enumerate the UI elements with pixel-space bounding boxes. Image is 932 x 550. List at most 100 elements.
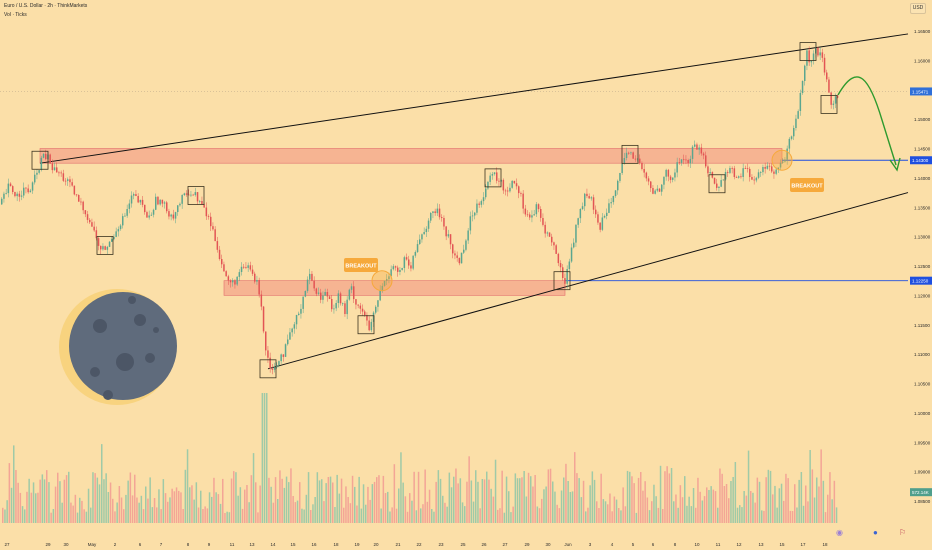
candle-body [579,209,582,219]
volume-bar [6,500,8,523]
candle-body [256,280,258,282]
candle-body [254,273,256,282]
candle-body [62,173,65,181]
volume-bar [796,507,798,523]
candle-body [515,183,518,187]
volume-bar [422,504,424,523]
candle-body [544,224,546,234]
volume-bar [184,469,187,523]
time-tick-label: 19 [354,542,360,547]
volume-bar [446,506,448,523]
candle-body [702,153,705,156]
breakout-circle [371,270,393,292]
candle-body [155,196,157,210]
candle-body [676,162,678,173]
candle-body [328,296,331,299]
time-tick-label: 18 [822,542,828,547]
volume-bar [640,472,642,523]
resistance-zone-lower [223,280,566,296]
volume-bar [186,449,189,523]
go-to-realtime-icon[interactable]: ● [873,528,878,537]
candle-body [251,269,254,274]
settings-icon[interactable]: ◉ [836,528,843,537]
time-tick-label: 6 [139,542,142,547]
candle-body [56,167,58,173]
candle-body [335,303,337,309]
candle-body [432,211,434,213]
candle-body [595,209,597,215]
volume-bar [466,481,468,523]
candle-body [518,186,520,194]
volume-bar [61,502,63,523]
volume-bar [622,487,624,523]
candle-body [104,246,106,250]
volume-bar [246,485,248,523]
volume-bar [675,494,677,523]
volume-bar [717,507,719,523]
volume-bar [552,481,554,523]
volume-bar [30,492,33,523]
candle-body [313,280,315,289]
volume-bar [215,492,217,523]
candle-body [531,215,533,218]
candle-body [493,172,496,175]
volume-bar [114,511,116,523]
candle-body [788,138,791,149]
candle-body [707,166,709,174]
flag-icon[interactable]: ⚐ [899,528,907,537]
volume-bar [472,501,475,523]
candle-body [339,293,342,304]
candle-body [683,159,685,161]
candle-body [460,252,463,264]
volume-bar [673,501,675,523]
pivot-marker-box [484,168,502,188]
volume-bar [270,486,272,523]
currency-button[interactable]: USD [910,3,926,14]
candle-body [777,167,780,170]
volume-bar [684,476,686,523]
moon-body [69,292,177,400]
volume-bar [569,492,572,523]
candle-body [832,103,835,105]
volume-bar [635,512,638,523]
candle-body [247,265,249,268]
candle-body [559,263,562,268]
volume-bar [483,479,486,523]
candle-body [320,292,322,300]
time-tick-label: 11 [716,542,721,547]
volume-bar [527,472,530,523]
candle-body [236,276,238,285]
price-tick-label: 1.12500 [914,264,931,269]
candle-body [463,249,465,253]
volume-bar [175,487,178,523]
volume-bar [378,475,380,523]
candle-body [60,172,62,174]
candle-body [454,253,456,256]
candle-body [436,208,439,214]
volume-bar [248,502,250,523]
pivot-marker-box [187,186,205,205]
volume-bar [677,507,679,523]
volume-bar [195,482,198,523]
candle-body [661,184,663,192]
volume-bar [618,508,620,523]
price-tag-label: 1.14300 [912,158,929,163]
volume-bar [772,494,774,523]
candle-body [443,218,445,227]
trend-lines [39,33,909,370]
candle-body [685,159,687,161]
candle-body [584,193,586,207]
time-tick-label: 17 [800,542,806,547]
pivot-marker-box [357,315,375,335]
candle-body [163,202,166,204]
candle-body [465,240,467,250]
time-tick-label: 27 [4,542,10,547]
candle-body [331,299,333,310]
price-tick-label: 1.15000 [914,117,931,122]
candle-body [804,65,806,81]
candle-body [586,193,588,197]
volume-bar [145,486,147,523]
volume-bar [268,477,270,523]
volume-bar [437,470,440,523]
candle-body [546,232,549,234]
